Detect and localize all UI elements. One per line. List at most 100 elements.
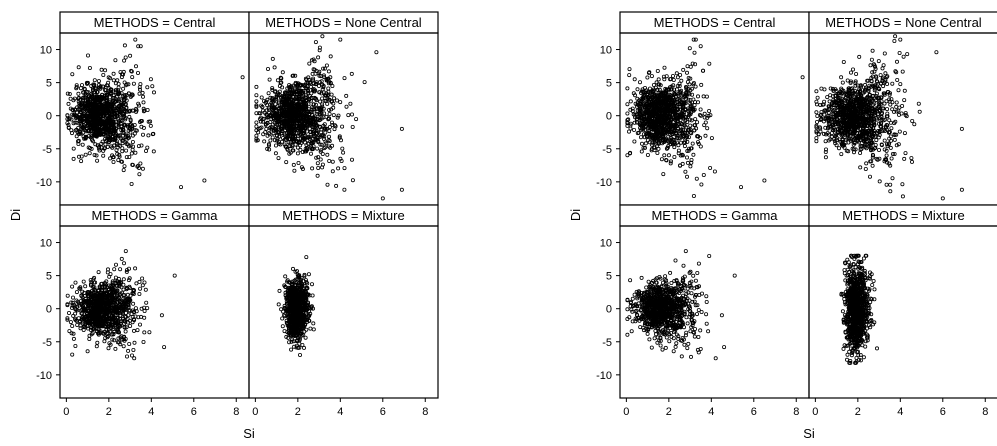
data-point	[276, 156, 281, 161]
data-point	[322, 146, 327, 151]
data-point	[319, 108, 324, 113]
data-point	[135, 71, 140, 76]
data-point	[104, 92, 109, 97]
data-point	[84, 115, 89, 120]
data-point	[380, 196, 385, 201]
data-point	[71, 331, 76, 336]
x-tick-label: 6	[191, 406, 197, 418]
data-point	[77, 119, 82, 124]
data-point	[100, 285, 105, 290]
data-point	[330, 159, 335, 164]
data-point	[126, 348, 131, 353]
data-point	[143, 148, 148, 153]
data-point	[270, 86, 275, 91]
data-point	[96, 121, 101, 126]
data-point	[263, 130, 268, 135]
data-point	[120, 106, 125, 111]
data-point	[256, 130, 261, 135]
data-point	[105, 335, 110, 340]
data-point	[113, 275, 118, 280]
data-point	[141, 339, 146, 344]
data-point	[268, 95, 273, 100]
data-point	[113, 88, 118, 93]
data-point	[342, 76, 347, 81]
data-point	[327, 112, 332, 117]
data-point	[322, 66, 327, 71]
data-point	[96, 79, 101, 84]
data-point	[304, 148, 309, 153]
data-point	[77, 121, 82, 126]
data-point	[122, 58, 127, 63]
data-point	[78, 86, 83, 91]
data-point	[68, 320, 73, 325]
data-point	[296, 139, 301, 144]
data-point	[121, 282, 126, 287]
data-point	[272, 138, 277, 143]
data-point	[70, 72, 75, 77]
data-point	[88, 278, 93, 283]
data-point	[139, 124, 144, 129]
data-point	[104, 88, 109, 93]
data-point	[99, 118, 104, 123]
data-point	[71, 295, 76, 300]
data-point	[121, 344, 126, 349]
data-point	[83, 136, 88, 141]
data-point	[100, 92, 105, 97]
data-point	[103, 145, 108, 150]
data-point	[93, 280, 98, 285]
data-point	[295, 151, 300, 156]
data-point	[341, 150, 346, 155]
data-point	[128, 143, 133, 148]
x-tick-label: 2	[106, 406, 112, 418]
data-point	[150, 132, 155, 137]
data-point	[108, 120, 113, 125]
data-point	[315, 137, 320, 142]
data-point	[70, 284, 75, 289]
data-point	[110, 128, 115, 133]
data-point	[81, 112, 86, 117]
data-point	[271, 107, 276, 112]
data-point	[119, 75, 124, 80]
data-point	[308, 94, 313, 99]
data-point	[122, 261, 127, 266]
data-point	[294, 139, 299, 144]
data-point	[65, 293, 70, 298]
data-point	[134, 281, 139, 286]
data-point	[99, 67, 104, 72]
y-tick-label: 5	[46, 78, 52, 90]
data-point	[340, 146, 345, 151]
data-point	[124, 141, 129, 146]
data-point	[119, 306, 124, 311]
data-point	[281, 109, 286, 114]
data-point	[108, 104, 113, 109]
data-point	[283, 97, 288, 102]
data-point	[111, 331, 116, 336]
data-point	[84, 103, 89, 108]
data-point	[266, 142, 271, 147]
data-point	[337, 134, 342, 139]
x-tick-label: 8	[422, 406, 428, 418]
data-point	[311, 102, 316, 107]
data-point	[104, 327, 109, 332]
data-point	[123, 329, 128, 334]
data-point	[346, 113, 351, 118]
data-point	[151, 149, 156, 154]
data-point	[123, 302, 128, 307]
data-point	[90, 88, 95, 93]
data-point	[300, 138, 305, 143]
data-point	[137, 322, 142, 327]
data-point	[115, 340, 120, 345]
data-point	[80, 101, 85, 106]
data-point	[112, 109, 117, 114]
data-point	[108, 156, 113, 161]
data-point	[296, 97, 301, 102]
data-point	[115, 94, 120, 99]
data-point	[117, 152, 122, 157]
data-point	[293, 80, 298, 85]
data-point	[90, 102, 95, 107]
data-point	[318, 74, 323, 79]
data-point	[111, 78, 116, 83]
data-point	[94, 344, 99, 349]
data-point	[131, 81, 136, 86]
